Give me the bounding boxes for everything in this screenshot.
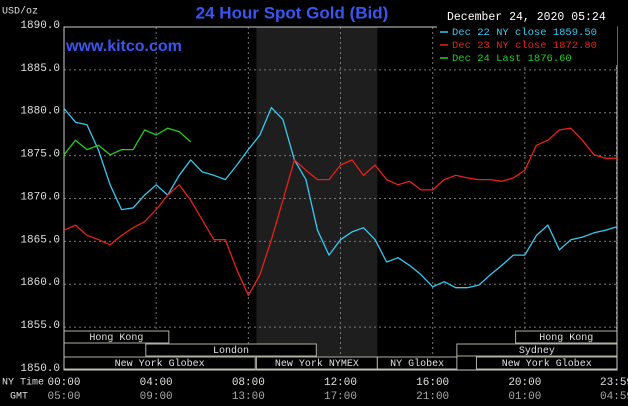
plot-frame — [63, 26, 618, 371]
x2-tick-label: 17:00 — [324, 391, 357, 403]
x2-tick-label: 09:00 — [140, 391, 173, 403]
y-tick-label: 1850.0 — [20, 363, 60, 375]
session-label: Hong Kong — [539, 333, 593, 344]
session-label: London — [213, 345, 249, 357]
session-box — [145, 343, 317, 357]
x-tick-label: 00:00 — [47, 377, 80, 389]
y-tick-label: 1865.0 — [20, 234, 60, 246]
legend-label: Dec 22 NY close 1859.50 — [452, 27, 597, 39]
legend-label: Dec 23 NY close 1872.80 — [452, 40, 597, 52]
session-label: NY Globex — [390, 358, 444, 370]
x2-tick-label: 13:00 — [232, 391, 265, 403]
session-label: New York Globex — [502, 358, 592, 370]
site-label: www.kitco.com — [65, 38, 182, 55]
x2-tick-label: 01:00 — [508, 391, 541, 403]
session-box — [376, 356, 458, 370]
series-line — [63, 127, 617, 297]
session-shade — [256, 27, 378, 370]
y-tick-label: 1885.0 — [20, 63, 60, 75]
x2-tick-label: 04:59 — [600, 391, 628, 403]
x-tick-label: 04:00 — [140, 377, 173, 389]
series-line — [63, 127, 192, 156]
x-tick-label: 12:00 — [324, 377, 357, 389]
session-label: Sydney — [519, 345, 555, 357]
y-tick-label: 1855.0 — [20, 320, 60, 332]
legend-box — [437, 25, 617, 65]
x-tick-label: 23:59 — [600, 377, 628, 389]
session-label: New York NYMEX — [275, 358, 359, 370]
y-tick-label: 1880.0 — [20, 106, 60, 118]
chart-title: 24 Hour Spot Gold (Bid) — [196, 3, 389, 22]
x-tick-label: 20:00 — [508, 377, 541, 389]
timestamp: December 24, 2020 05:24 — [447, 11, 606, 24]
x-tick-label: 16:00 — [416, 377, 449, 389]
x2-tick-label: 05:00 — [47, 391, 80, 403]
y-tick-label: 1870.0 — [20, 191, 60, 203]
session-label: New York Globex — [115, 358, 205, 370]
y-axis-label: USD/oz — [2, 6, 38, 18]
series-line — [63, 106, 618, 289]
session-label: Hong Kong — [89, 333, 143, 344]
x-tick-label: 08:00 — [232, 377, 265, 389]
y-tick-label: 1890.0 — [20, 20, 60, 32]
x2-axis-label: GMT — [10, 392, 28, 403]
y-tick-label: 1875.0 — [20, 149, 60, 161]
background-layer — [63, 26, 618, 371]
x-axis-label: NY Time — [2, 377, 44, 389]
y-tick-label: 1860.0 — [20, 277, 60, 289]
x2-tick-label: 21:00 — [416, 391, 449, 403]
legend-label: Dec 24 Last 1876.60 — [452, 53, 572, 65]
